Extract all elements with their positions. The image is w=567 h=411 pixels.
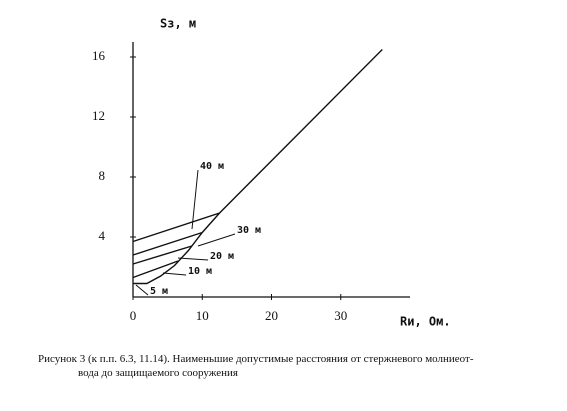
series-label: 5 м: [150, 286, 168, 297]
series-line: [132, 245, 193, 265]
leader-line: [135, 284, 149, 296]
caption-line: вода до защищаемого сооружения: [78, 367, 238, 379]
chart: Sз, м Rи, Ом. 4 8 12 16 0 10 20 30 40 м 30 м 20 м 1…: [92, 17, 451, 329]
x-tick-label: 0: [130, 308, 137, 323]
x-tick-label: 20: [265, 308, 278, 323]
series-line: [133, 212, 221, 285]
x-axis-label: Rи, Ом.: [400, 315, 451, 329]
x-tick-label: 30: [334, 308, 347, 323]
caption-line: Рисунок 3 (к п.п. 6.3, 11.14). Наименьши…: [38, 353, 474, 365]
series-label: 20 м: [210, 251, 234, 262]
y-axis-label: Sз, м: [160, 17, 196, 31]
series-label: 40 м: [200, 161, 224, 172]
y-tick-label: 12: [92, 108, 105, 123]
leader-line: [177, 257, 209, 261]
series-line: [132, 49, 383, 243]
y-tick-label: 8: [99, 168, 106, 183]
series-label: 10 м: [188, 266, 212, 277]
x-tick-label: 10: [196, 308, 209, 323]
series-label: 30 м: [237, 225, 261, 236]
y-tick-label: 4: [99, 228, 106, 243]
y-tick-label: 16: [92, 48, 106, 63]
series-line: [132, 231, 203, 256]
caption: Рисунок 3 (к п.п. 6.3, 11.14). Наименьши…: [38, 352, 558, 380]
series-line: [132, 260, 179, 279]
leader-line: [197, 233, 236, 247]
leader-line: [191, 169, 199, 230]
leader-line: [162, 272, 187, 276]
